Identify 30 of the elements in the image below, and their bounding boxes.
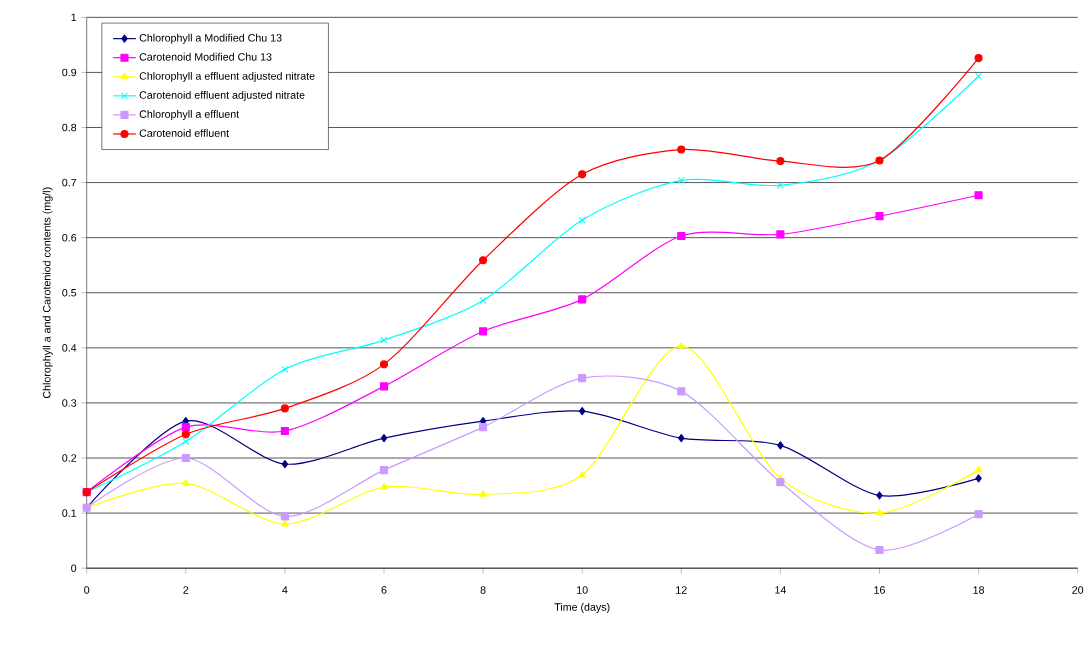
y-tick-label: 0.9: [62, 68, 77, 77]
x-tick-label: 20: [1072, 586, 1084, 594]
y-tick-label: 0.5: [62, 288, 77, 297]
legend-label: Chlorophyll a effluent: [139, 109, 240, 120]
legend-label: Chlorophyll a Modified Chu 13: [139, 33, 282, 44]
y-tick-label: 0.2: [62, 454, 77, 462]
y-tick-label: 0.3: [62, 399, 77, 407]
x-tick-label: 18: [973, 586, 985, 594]
x-tick-label: 16: [874, 586, 885, 594]
y-axis-title: Chlorophyll a and Caroteniod contents (mg/l): [42, 187, 53, 398]
x-tick-label: 4: [282, 586, 288, 594]
x-tick-label: 14: [775, 586, 787, 594]
y-tick-label: 1: [71, 13, 77, 21]
y-tick-label: 0: [71, 564, 77, 572]
x-tick-label: 0: [84, 586, 90, 594]
x-tick-label: 8: [480, 586, 486, 594]
y-tick-label: 0.7: [62, 178, 77, 187]
x-tick-label: 10: [577, 586, 588, 594]
legend-label: Carotenoid Modified Chu 13: [139, 52, 272, 61]
y-tick-label: 0.4: [62, 343, 77, 352]
x-tick-label: 6: [381, 586, 387, 594]
y-tick-label: 0.8: [62, 123, 77, 132]
y-tick-label: 0.6: [62, 233, 77, 242]
legend-label: Carotenoid effluent adjusted nitrate: [139, 90, 305, 101]
legend-label: Chlorophyll a effluent adjusted nitrate: [139, 71, 315, 82]
x-tick-label: 2: [183, 586, 189, 594]
x-axis-title: Time (days): [554, 602, 610, 613]
y-tick-label: 0.1: [62, 509, 77, 517]
x-tick-label: 12: [676, 586, 687, 594]
legend-label: Carotenoid effluent: [139, 129, 230, 137]
